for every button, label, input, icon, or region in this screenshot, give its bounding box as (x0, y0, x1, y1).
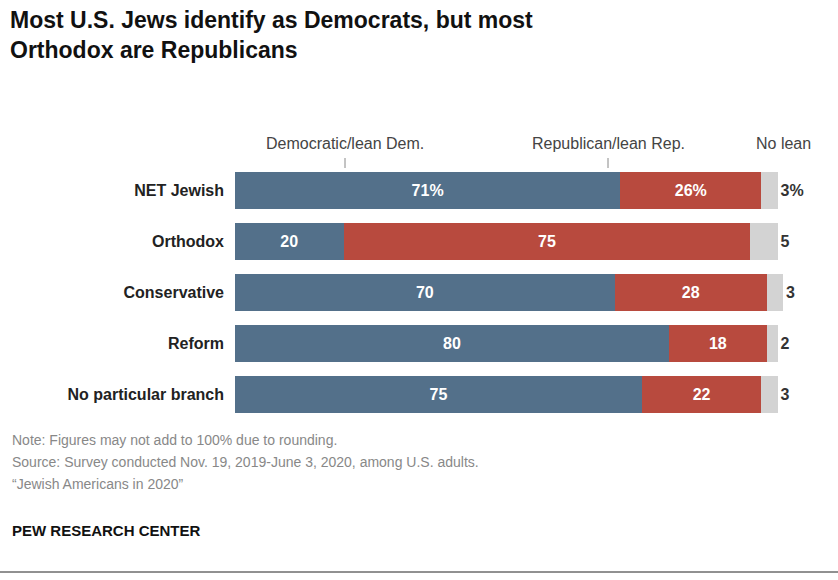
svg-text:Source: Survey conducted Nov.: Source: Survey conducted Nov. 19, 2019-J… (12, 454, 479, 470)
svg-text:3: 3 (786, 284, 795, 301)
svg-text:28: 28 (682, 284, 700, 301)
svg-text:Republican/lean Rep.: Republican/lean Rep. (532, 135, 685, 152)
svg-text:Reform: Reform (168, 335, 224, 352)
svg-text:2: 2 (781, 335, 790, 352)
svg-text:Note: Figures may not add to 1: Note: Figures may not add to 100% due to… (12, 432, 337, 448)
svg-text:18: 18 (709, 335, 727, 352)
svg-text:5: 5 (781, 233, 790, 250)
svg-text:22: 22 (693, 386, 711, 403)
svg-text:3%: 3% (781, 182, 804, 199)
svg-text:75: 75 (430, 386, 448, 403)
svg-text:Democratic/lean Dem.: Democratic/lean Dem. (266, 135, 424, 152)
svg-text:“Jewish Americans in 2020”: “Jewish Americans in 2020” (12, 476, 184, 492)
svg-text:71%: 71% (412, 182, 444, 199)
svg-text:Conservative: Conservative (124, 284, 225, 301)
svg-text:No lean: No lean (756, 135, 811, 152)
svg-text:20: 20 (280, 233, 298, 250)
svg-text:80: 80 (443, 335, 461, 352)
svg-text:75: 75 (538, 233, 556, 250)
svg-text:Orthodox: Orthodox (152, 233, 224, 250)
svg-text:3: 3 (781, 386, 790, 403)
svg-text:NET Jewish: NET Jewish (134, 182, 224, 199)
svg-text:PEW RESEARCH CENTER: PEW RESEARCH CENTER (12, 522, 201, 539)
svg-text:26%: 26% (675, 182, 707, 199)
svg-text:Most U.S. Jews identify as Dem: Most U.S. Jews identify as Democrats, bu… (10, 7, 533, 63)
svg-text:No particular branch: No particular branch (68, 386, 224, 403)
svg-text:70: 70 (416, 284, 434, 301)
